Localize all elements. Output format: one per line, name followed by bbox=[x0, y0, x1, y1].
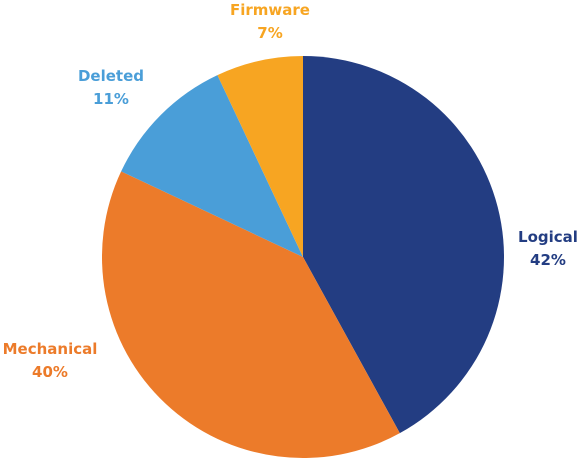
pie-slice-mechanical bbox=[102, 171, 400, 459]
slice-labels: Logical 42% Mechanical 40% Deleted 11% Firmwar… bbox=[3, 1, 578, 381]
slice-percent-firmware: 7% bbox=[257, 24, 282, 42]
pie-slice-firmware bbox=[217, 56, 303, 257]
slice-label-mechanical: Mechanical bbox=[3, 340, 98, 358]
slice-label-firmware: Firmware bbox=[230, 1, 310, 19]
pie-slices bbox=[102, 56, 505, 459]
pie-slice-deleted bbox=[121, 75, 303, 257]
slice-percent-mechanical: 40% bbox=[32, 363, 68, 381]
slice-percent-deleted: 11% bbox=[93, 90, 129, 108]
slice-label-deleted: Deleted bbox=[78, 67, 144, 85]
pie-slice-logical bbox=[303, 56, 505, 434]
slice-percent-logical: 42% bbox=[530, 251, 566, 269]
slice-label-logical: Logical bbox=[518, 228, 578, 246]
